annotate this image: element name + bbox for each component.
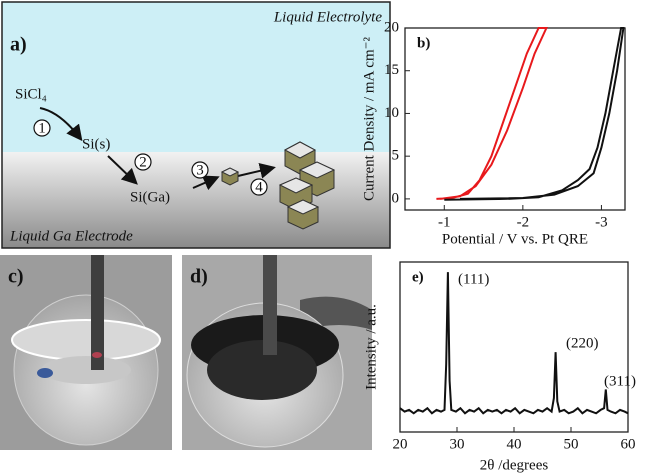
species: Si(Ga) bbox=[130, 189, 170, 205]
step: 1 bbox=[38, 120, 46, 136]
panel-a: a) Liquid Electrolyte Liquid Ga Electrod… bbox=[2, 2, 390, 248]
species: Si(s) bbox=[82, 136, 110, 152]
x-axis-label: 2θ /degrees bbox=[480, 457, 549, 473]
x-tick-label: 40 bbox=[507, 436, 522, 452]
x-tick-label: 30 bbox=[450, 436, 465, 452]
x-tick-label: 50 bbox=[564, 436, 579, 452]
x-tick-label: -2 bbox=[517, 214, 530, 230]
peak-label: (220) bbox=[566, 335, 599, 351]
photo-d: d) bbox=[182, 255, 372, 450]
figure: a) Liquid Electrolyte Liquid Ga Electrod… bbox=[0, 0, 647, 475]
step: 2 bbox=[139, 154, 147, 170]
panel-label: c) bbox=[8, 266, 24, 288]
y-tick-label: 5 bbox=[392, 148, 400, 164]
panel-label: d) bbox=[190, 266, 208, 288]
x-tick-label: -3 bbox=[595, 214, 608, 230]
y-tick-label: 0 bbox=[392, 190, 400, 206]
x-tick-label: 20 bbox=[393, 436, 408, 452]
y-axis-label: Intensity / a.u. bbox=[363, 304, 379, 390]
panel-label: b) bbox=[417, 35, 430, 51]
region-label: Liquid Ga Electrode bbox=[9, 228, 133, 244]
charts: -1 -2 -3 0 5 10 15 20 b) Potential / V vs. Pt QRE… bbox=[361, 19, 636, 473]
y-tick-label: 15 bbox=[384, 62, 399, 78]
peak-label: (311) bbox=[604, 373, 636, 389]
y-tick-label: 10 bbox=[384, 105, 399, 121]
x-tick-label: -1 bbox=[438, 214, 451, 230]
step: 3 bbox=[196, 162, 204, 178]
peak-label: (111) bbox=[458, 271, 489, 287]
data-line bbox=[436, 28, 546, 199]
x-axis-label: Potential / V vs. Pt QRE bbox=[442, 231, 588, 247]
plot-frame bbox=[405, 28, 625, 210]
x-tick-label: 60 bbox=[621, 436, 636, 452]
y-tick-label: 20 bbox=[384, 19, 399, 35]
region-label: Liquid Electrolyte bbox=[273, 9, 383, 25]
species: SiCl₄ bbox=[15, 86, 47, 102]
panel-label: a) bbox=[10, 34, 27, 56]
photo-c: c) bbox=[0, 255, 172, 450]
step: 4 bbox=[255, 179, 263, 195]
y-axis-label: Current Density / mA cm⁻² bbox=[361, 36, 377, 201]
panel-label: e) bbox=[412, 269, 424, 285]
